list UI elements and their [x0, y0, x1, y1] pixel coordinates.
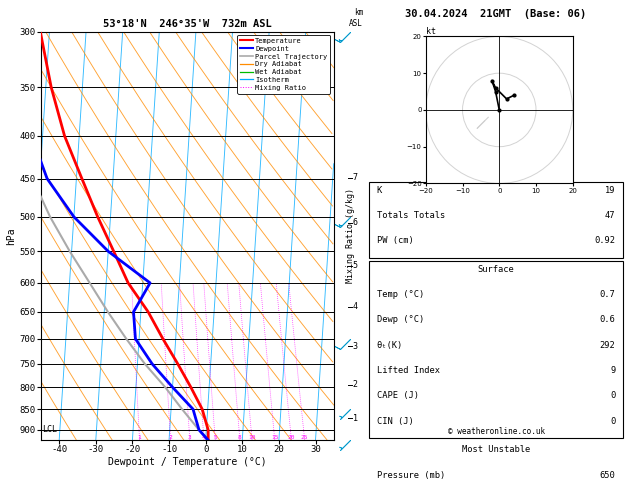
Text: 47: 47 — [605, 211, 615, 220]
Text: 15: 15 — [271, 435, 279, 440]
Text: 30.04.2024  21GMT  (Base: 06): 30.04.2024 21GMT (Base: 06) — [406, 9, 587, 19]
Text: 5: 5 — [213, 435, 217, 440]
Title: 53°18'N  246°35'W  732m ASL: 53°18'N 246°35'W 732m ASL — [103, 19, 272, 30]
Text: Lifted Index: Lifted Index — [377, 366, 440, 375]
Text: 7: 7 — [352, 174, 357, 182]
Text: 6: 6 — [352, 218, 357, 227]
Text: 19: 19 — [605, 186, 615, 194]
X-axis label: Dewpoint / Temperature (°C): Dewpoint / Temperature (°C) — [108, 457, 267, 467]
Text: km
ASL: km ASL — [349, 8, 363, 28]
Text: 10: 10 — [248, 435, 256, 440]
Text: 2: 2 — [169, 435, 172, 440]
Text: Mixing Ratio (g/kg): Mixing Ratio (g/kg) — [345, 188, 355, 283]
Y-axis label: hPa: hPa — [6, 227, 16, 244]
Text: 0: 0 — [610, 417, 615, 426]
Text: 9: 9 — [610, 366, 615, 375]
Text: 0.92: 0.92 — [594, 236, 615, 245]
Text: LCL: LCL — [42, 425, 57, 434]
Text: θₜ(K): θₜ(K) — [377, 341, 403, 350]
Text: Totals Totals: Totals Totals — [377, 211, 445, 220]
Text: Dewp (°C): Dewp (°C) — [377, 315, 424, 325]
Text: CIN (J): CIN (J) — [377, 417, 413, 426]
Text: 2: 2 — [352, 381, 357, 389]
Text: 5: 5 — [352, 261, 357, 270]
Text: 650: 650 — [599, 470, 615, 480]
Text: kt: kt — [426, 27, 436, 36]
Text: 8: 8 — [238, 435, 242, 440]
Text: 3: 3 — [188, 435, 192, 440]
Text: 0.6: 0.6 — [599, 315, 615, 325]
Text: Pressure (mb): Pressure (mb) — [377, 470, 445, 480]
Text: K: K — [377, 186, 382, 194]
Text: © weatheronline.co.uk: © weatheronline.co.uk — [448, 427, 545, 436]
Bar — [369, 261, 623, 438]
Text: 0.7: 0.7 — [599, 290, 615, 299]
Text: 4: 4 — [202, 435, 206, 440]
Text: 4: 4 — [352, 302, 357, 312]
Legend: Temperature, Dewpoint, Parcel Trajectory, Dry Adiabat, Wet Adiabat, Isotherm, Mi: Temperature, Dewpoint, Parcel Trajectory… — [237, 35, 330, 93]
Text: CAPE (J): CAPE (J) — [377, 391, 419, 400]
Text: 3: 3 — [352, 342, 357, 351]
Text: Surface: Surface — [478, 265, 515, 274]
Text: PW (cm): PW (cm) — [377, 236, 413, 245]
Bar — [369, 182, 623, 258]
Text: 20: 20 — [287, 435, 295, 440]
Text: 1: 1 — [138, 435, 142, 440]
Text: 25: 25 — [301, 435, 308, 440]
Text: 1: 1 — [352, 414, 357, 423]
Text: Most Unstable: Most Unstable — [462, 445, 530, 454]
Bar — [369, 441, 623, 486]
Text: Temp (°C): Temp (°C) — [377, 290, 424, 299]
Text: 292: 292 — [599, 341, 615, 350]
Text: 0: 0 — [610, 391, 615, 400]
